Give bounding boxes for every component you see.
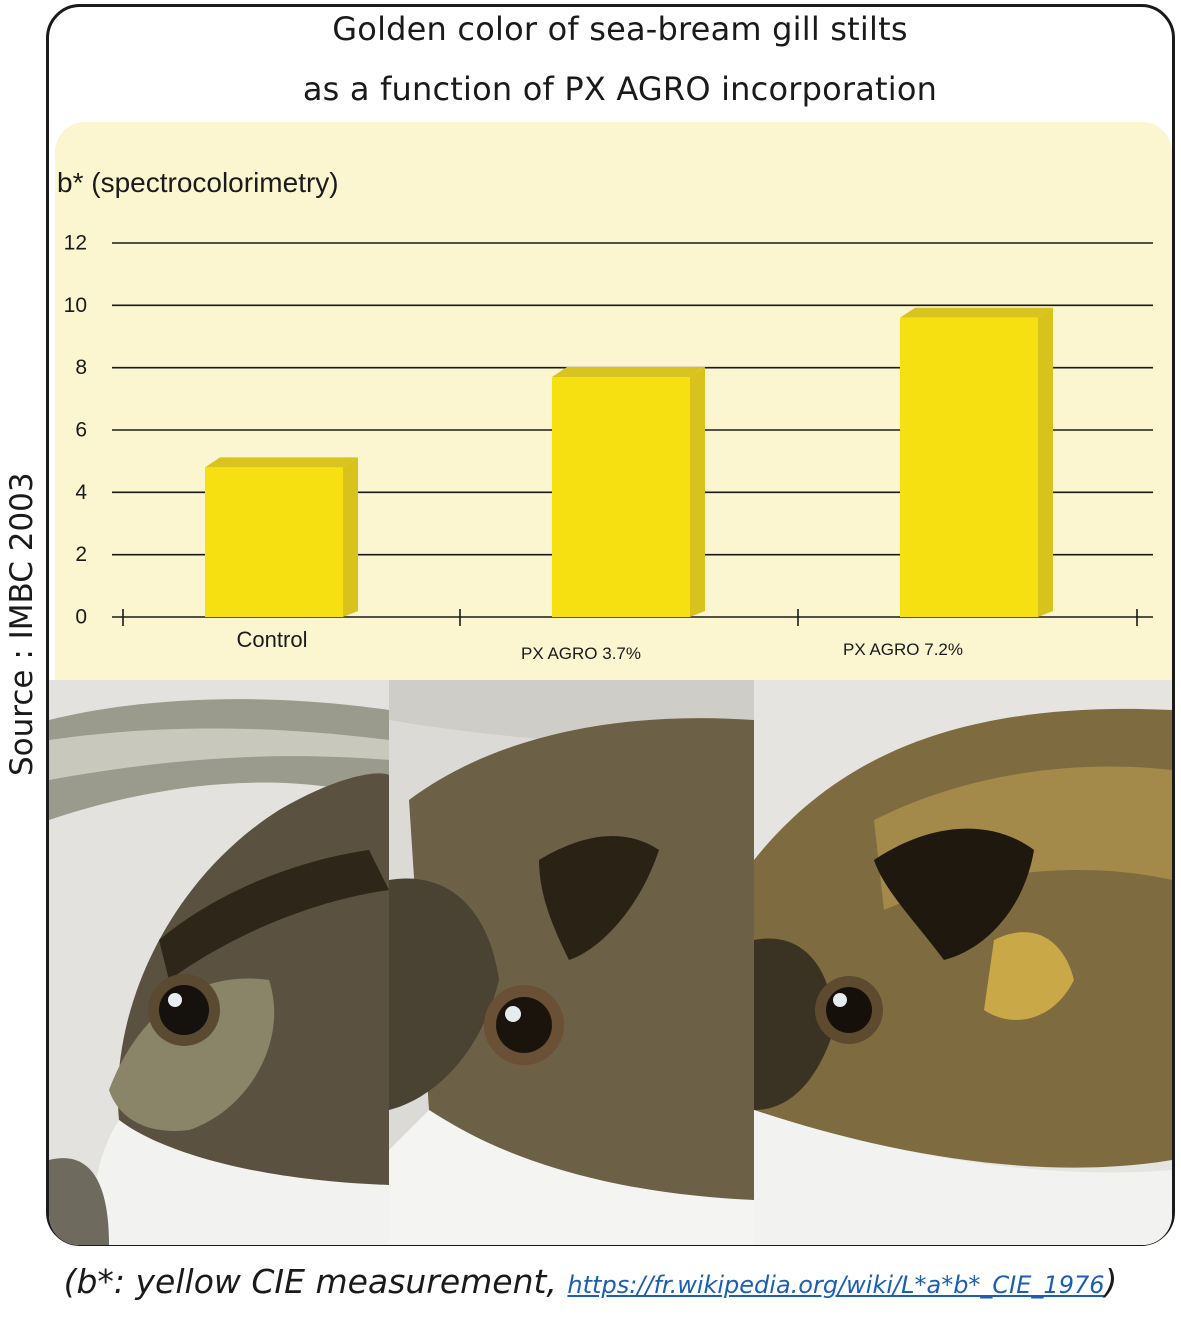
x-category-label: PX AGRO 3.7% xyxy=(521,644,641,663)
y-axis-label: b* (spectrocolorimetry) xyxy=(57,167,339,198)
bar-top-0 xyxy=(205,457,358,468)
bar-0 xyxy=(205,467,343,617)
y-tick-label: 2 xyxy=(75,543,87,566)
bar-2 xyxy=(900,317,1038,617)
x-category-label: PX AGRO 7.2% xyxy=(843,640,963,659)
x-category-label: Control xyxy=(237,627,308,652)
bar-1 xyxy=(552,377,690,617)
y-tick-label: 12 xyxy=(64,232,87,255)
footnote: (b*: yellow CIE measurement, https://fr.… xyxy=(0,1262,1181,1301)
y-tick-label: 4 xyxy=(75,481,87,504)
footnote-link[interactable]: https://fr.wikipedia.org/wiki/L*a*b*_CIE… xyxy=(567,1271,1105,1299)
source-label: Source : IMBC 2003 xyxy=(4,472,40,776)
chart-title-line-2: as a function of PX AGRO incorporation xyxy=(302,70,938,108)
bar-top-1 xyxy=(552,367,705,378)
y-tick-label: 0 xyxy=(75,606,87,629)
bar-side-1 xyxy=(690,367,705,617)
chart-panel: b* (spectrocolorimetry) 0 2 4 6 8 10 12 Control P… xyxy=(55,122,1172,685)
bar-chart: b* (spectrocolorimetry) 0 2 4 6 8 10 12 Control P… xyxy=(57,167,1153,663)
photo-px-agro-7-2 xyxy=(754,680,1172,1245)
y-tick-label: 8 xyxy=(75,356,87,379)
chart-title-line-1: Golden color of sea-bream gill stilts xyxy=(332,10,908,48)
y-tick-label: 10 xyxy=(64,294,87,317)
bar-side-2 xyxy=(1038,307,1053,617)
footnote-suffix: ) xyxy=(1104,1262,1118,1301)
fish-photo-strip xyxy=(49,680,1172,1245)
photo-control xyxy=(49,680,389,1245)
footnote-prefix: (b*: yellow CIE measurement, xyxy=(63,1262,568,1301)
photo-px-agro-3-7 xyxy=(389,680,754,1245)
y-tick-label: 6 xyxy=(75,419,87,442)
bar-top-2 xyxy=(900,307,1053,318)
bar-side-0 xyxy=(343,457,358,617)
